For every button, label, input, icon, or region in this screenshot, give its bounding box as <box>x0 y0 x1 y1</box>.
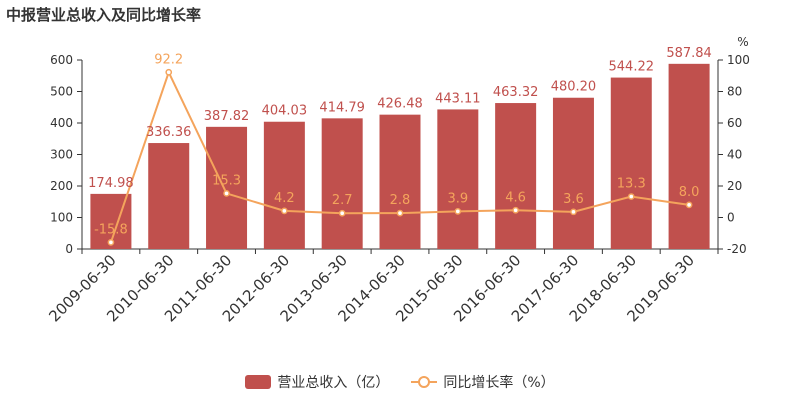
legend-bar-swatch <box>245 375 272 389</box>
bar <box>552 97 594 249</box>
bar <box>437 109 479 249</box>
bar-data-label: 443.11 <box>435 91 481 106</box>
y-left-tick-label: 0 <box>65 242 73 256</box>
growth-point <box>685 201 693 209</box>
y-right-unit-label: % <box>737 35 748 49</box>
bar-data-label: 587.84 <box>666 46 712 61</box>
growth-data-label: 8.0 <box>679 185 700 200</box>
data-labels: 174.98 336.36 387.82 404.03 414.79 426.48 443.… <box>88 46 712 238</box>
bar <box>610 77 652 249</box>
legend-line-swatch <box>411 375 438 389</box>
y-left-tick-label: 200 <box>50 179 73 193</box>
bar-data-label: 404.03 <box>262 104 308 119</box>
y-right-tick-label: -20 <box>727 242 747 256</box>
bar-data-label: 336.36 <box>146 125 192 140</box>
y-left-tick-label: 100 <box>50 211 73 225</box>
y-right-tick-label: 0 <box>727 211 735 225</box>
legend-item-growth[interactable]: 同比增长率（%） <box>411 372 555 392</box>
bar <box>148 143 190 249</box>
growth-point <box>454 208 462 215</box>
line-series <box>107 68 693 246</box>
chart: 0100200300400500600-20020406080100%2009-… <box>45 35 750 325</box>
y-right-tick-label: 80 <box>727 85 742 99</box>
growth-data-label: 92.2 <box>154 52 183 67</box>
y-right-tick-label: 20 <box>727 179 742 193</box>
bar-data-label: 463.32 <box>493 85 539 100</box>
growth-data-label: 3.9 <box>447 191 468 206</box>
growth-point <box>338 209 346 217</box>
bar <box>668 63 710 249</box>
bar-data-label: 414.79 <box>319 100 365 115</box>
bar <box>263 121 305 249</box>
y-left-tick-label: 400 <box>50 116 73 130</box>
chart-title: 中报营业总收入及同比增长率 <box>6 6 202 24</box>
bar <box>495 103 537 249</box>
growth-point <box>165 68 173 76</box>
growth-point <box>570 208 577 216</box>
growth-data-label: 2.8 <box>390 193 411 208</box>
y-left-tick-label: 300 <box>50 148 73 162</box>
growth-data-label: 4.2 <box>274 191 295 206</box>
y-left-tick-label: 600 <box>50 53 73 67</box>
y-right-tick-label: 60 <box>727 116 742 130</box>
bar-data-label: 387.82 <box>204 109 250 124</box>
growth-point <box>223 190 230 197</box>
legend-label-revenue: 营业总收入（亿） <box>277 375 390 391</box>
bar <box>206 126 248 249</box>
growth-point <box>107 239 115 246</box>
bar-series <box>90 63 710 249</box>
bar <box>379 114 421 249</box>
growth-point <box>627 193 635 200</box>
growth-point <box>512 206 519 214</box>
y-right-tick-label: 100 <box>727 53 750 67</box>
growth-data-label: 4.6 <box>505 190 526 205</box>
growth-data-label: 3.6 <box>563 192 584 207</box>
bar-data-label: 426.48 <box>377 97 423 112</box>
growth-data-label: 13.3 <box>617 177 646 192</box>
growth-point <box>396 209 404 217</box>
bar-data-label: 544.22 <box>609 60 655 75</box>
growth-data-label: -15.8 <box>94 222 128 237</box>
bar-data-label: 480.20 <box>551 80 597 95</box>
y-left-tick-label: 500 <box>50 85 73 99</box>
y-right-tick-label: 40 <box>727 148 742 162</box>
bar-data-label: 174.98 <box>88 176 134 191</box>
bar <box>321 118 363 249</box>
legend: 营业总收入（亿） 同比增长率（%） <box>0 372 800 392</box>
growth-point <box>281 207 288 215</box>
legend-label-growth: 同比增长率（%） <box>443 375 555 391</box>
legend-item-revenue[interactable]: 营业总收入（亿） <box>245 372 389 392</box>
growth-data-label: 15.3 <box>212 173 241 188</box>
growth-data-label: 2.7 <box>332 193 353 208</box>
